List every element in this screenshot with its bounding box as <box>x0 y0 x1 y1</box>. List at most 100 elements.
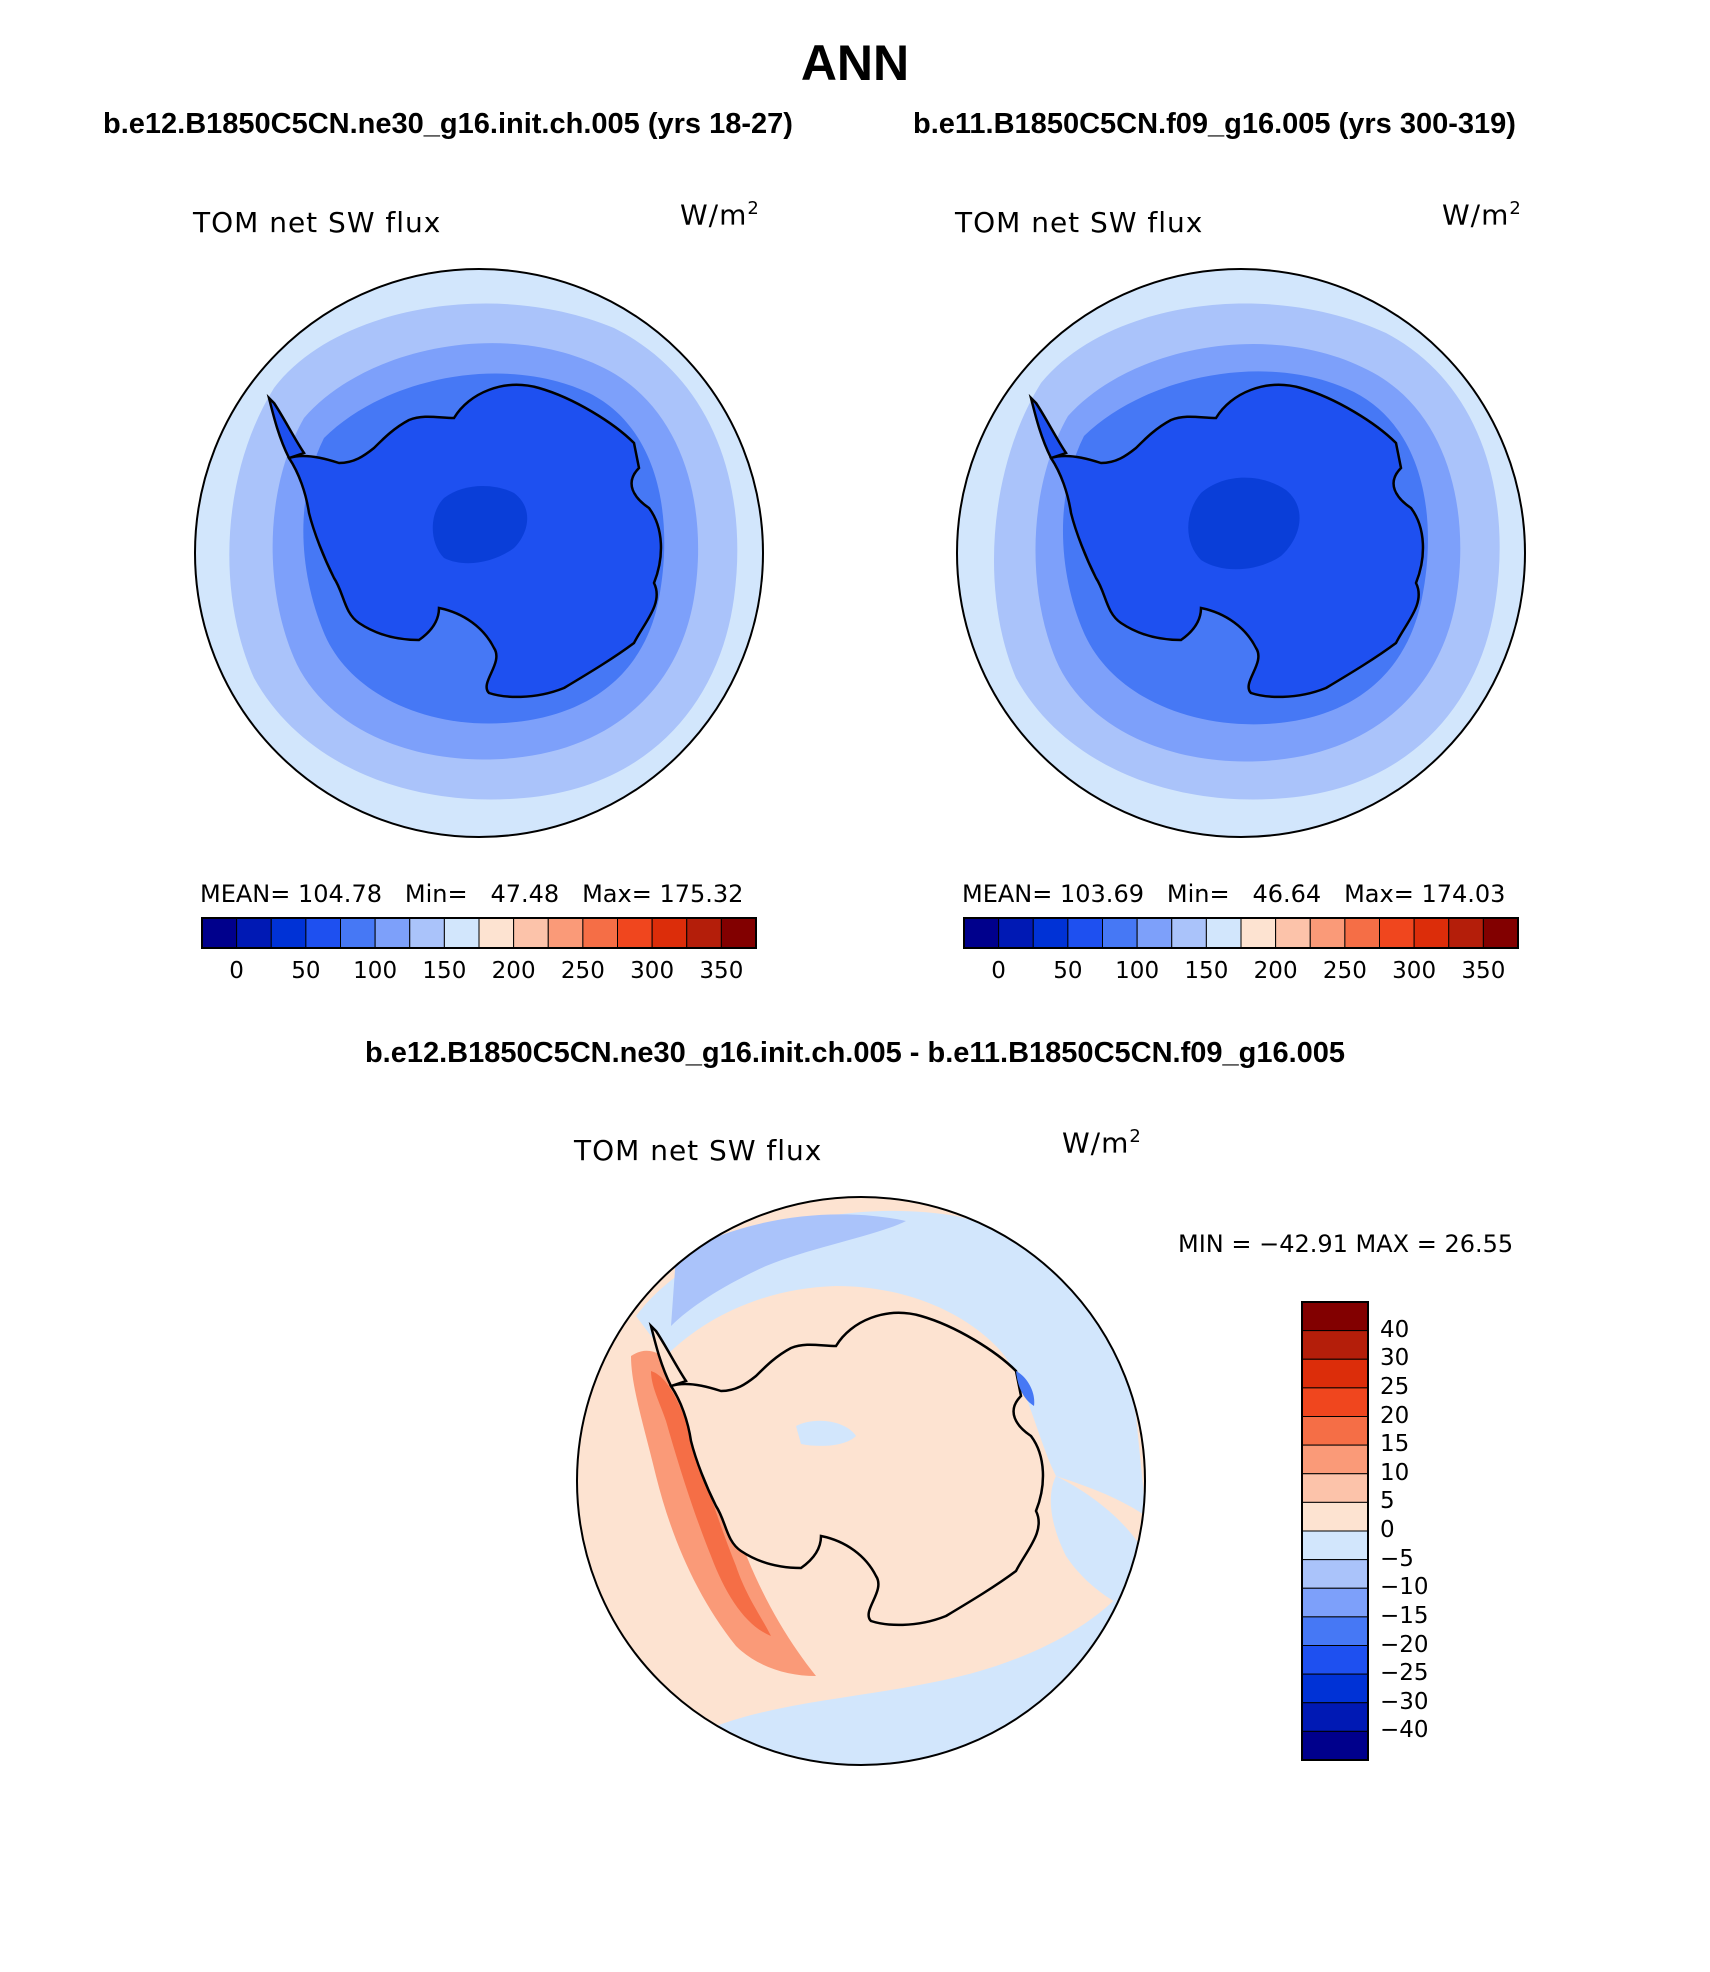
colorbar-tick-label: 300 <box>630 958 675 984</box>
antarctica-land <box>669 1311 1045 1627</box>
colorbar-tick-label: 100 <box>1115 958 1160 984</box>
test-case-title: b.e12.B1850C5CN.ne30_g16.init.ch.005 (yr… <box>103 108 793 140</box>
colorbar-tick-label: 30 <box>1380 1345 1410 1372</box>
colorbar-tick-label: 300 <box>1392 958 1437 984</box>
difference-variable-label: TOM net SW flux <box>574 1134 823 1167</box>
colorbar-tick-label: 200 <box>1253 958 1298 984</box>
colorbar-tick-label: 150 <box>422 958 467 984</box>
colorbar-tick-label: 100 <box>353 958 398 984</box>
coastal-negative-patch <box>1016 1371 1035 1406</box>
colorbar-tick-label: 25 <box>1380 1373 1410 1400</box>
difference-colorbar-ticks: 40 30 25 20 15 10 5 0 −5 −10 −15 −20 −25 −30 −40 <box>1380 1302 1500 1760</box>
test-colorbar <box>201 917 757 949</box>
colorbar-swatch <box>1301 1587 1369 1618</box>
control-polar-map <box>956 268 1526 838</box>
polar-center-region <box>432 486 528 564</box>
control-case-title: b.e11.B1850C5CN.f09_g16.005 (yrs 300-319… <box>913 108 1516 140</box>
colorbar-tick-label: 20 <box>1380 1402 1410 1429</box>
colorbar-tick-label: 200 <box>491 958 536 984</box>
colorbar-tick-label: 15 <box>1380 1431 1410 1458</box>
diff-negative-region-east <box>1050 1476 1145 1616</box>
control-units-label: W/m2 <box>1442 198 1522 232</box>
colorbar-swatch <box>1301 1702 1369 1732</box>
colorbar-swatch <box>1301 1645 1369 1675</box>
colorbar-tick-label: 40 <box>1380 1316 1410 1343</box>
colorbar-tick-label: −20 <box>1380 1631 1429 1658</box>
control-colorbar <box>963 917 1519 949</box>
colorbar-swatch <box>1309 917 1346 949</box>
test-colorbar-ticks: 0 50 100 150 200 250 300 350 <box>202 958 756 988</box>
colorbar-swatch <box>1344 917 1380 949</box>
colorbar-tick-label: 250 <box>560 958 605 984</box>
colorbar-swatch <box>1032 917 1069 949</box>
colorbar-outline <box>963 917 1519 949</box>
colorbar-tick-label: 250 <box>1322 958 1367 984</box>
control-variable-label: TOM net SW flux <box>955 206 1204 239</box>
colorbar-swatch <box>1205 917 1242 949</box>
colorbar-swatch <box>1448 917 1484 949</box>
test-units-label: W/m2 <box>680 198 760 232</box>
colorbar-swatch <box>998 917 1034 949</box>
colorbar-swatch <box>617 917 653 949</box>
colorbar-swatch <box>963 917 1000 949</box>
colorbar-tick-label: 50 <box>291 958 321 984</box>
colorbar-swatch <box>1301 1673 1369 1704</box>
colorbar-swatch <box>1240 917 1277 949</box>
diff-negative-region-north-2 <box>671 1214 906 1326</box>
test-stats: MEAN= 104.78 Min= 47.48 Max= 175.32 <box>200 880 744 908</box>
antarctica-peninsula <box>266 393 306 460</box>
colorbar-tick-label: 0 <box>1380 1517 1395 1543</box>
colorbar-swatch <box>374 917 411 949</box>
colorbar-tick-label: 350 <box>1461 958 1506 984</box>
colorbar-swatch <box>1067 917 1103 949</box>
colorbar-swatch <box>1379 917 1415 949</box>
test-max-value: 175.32 <box>659 880 744 908</box>
colorbar-tick-label: −40 <box>1380 1717 1429 1744</box>
control-mean-value: 103.69 <box>1060 880 1144 908</box>
colorbar-swatch <box>582 917 618 949</box>
diff-negative-region-north <box>636 1210 1145 1516</box>
colorbar-swatch <box>1482 917 1519 949</box>
test-polar-map <box>194 268 764 838</box>
test-variable-label: TOM net SW flux <box>193 206 442 239</box>
colorbar-swatch <box>270 917 307 949</box>
colorbar-swatch <box>1275 917 1311 949</box>
colorbar-tick-label: −5 <box>1380 1545 1414 1572</box>
colorbar-tick-label: 0 <box>991 958 1006 984</box>
colorbar-swatch <box>1301 1616 1369 1646</box>
colorbar-swatch <box>720 917 757 949</box>
colorbar-outline <box>1301 1301 1369 1761</box>
colorbar-swatch <box>651 917 688 949</box>
colorbar-tick-label: −25 <box>1380 1660 1429 1687</box>
colorbar-tick-label: 10 <box>1380 1459 1410 1486</box>
colorbar-swatch <box>305 917 341 949</box>
colorbar-tick-label: 5 <box>1380 1488 1395 1515</box>
colorbar-swatch <box>409 917 445 949</box>
colorbar-swatch <box>1301 1530 1369 1561</box>
difference-units-label: W/m2 <box>1062 1126 1142 1160</box>
colorbar-tick-label: −30 <box>1380 1688 1429 1715</box>
interior-negative-patch <box>796 1420 856 1446</box>
control-colorbar-ticks: 0 50 100 150 200 250 300 350 <box>964 958 1518 988</box>
colorbar-swatch <box>1301 1358 1369 1389</box>
colorbar-swatch <box>1301 1501 1369 1532</box>
control-stats: MEAN= 103.69 Min= 46.64 Max= 174.03 <box>962 880 1506 908</box>
colorbar-swatch <box>478 917 515 949</box>
colorbar-tick-label: −15 <box>1380 1602 1429 1629</box>
colorbar-swatch <box>1301 1444 1369 1475</box>
polar-center-region <box>1188 477 1300 570</box>
colorbar-swatch <box>201 917 238 949</box>
colorbar-swatch <box>443 917 480 949</box>
colorbar-tick-label: 0 <box>229 958 244 984</box>
colorbar-outline <box>201 917 757 949</box>
colorbar-swatch <box>1301 1330 1369 1360</box>
colorbar-swatch <box>1301 1559 1369 1589</box>
colorbar-tick-label: 150 <box>1184 958 1229 984</box>
test-mean-value: 104.78 <box>298 880 382 908</box>
colorbar-swatch <box>1413 917 1450 949</box>
antarctica-peninsula <box>1028 393 1068 460</box>
colorbar-tick-label: −10 <box>1380 1574 1429 1601</box>
difference-colorbar <box>1301 1301 1369 1761</box>
colorbar-swatch <box>547 917 584 949</box>
test-min-value: 47.48 <box>490 880 560 908</box>
